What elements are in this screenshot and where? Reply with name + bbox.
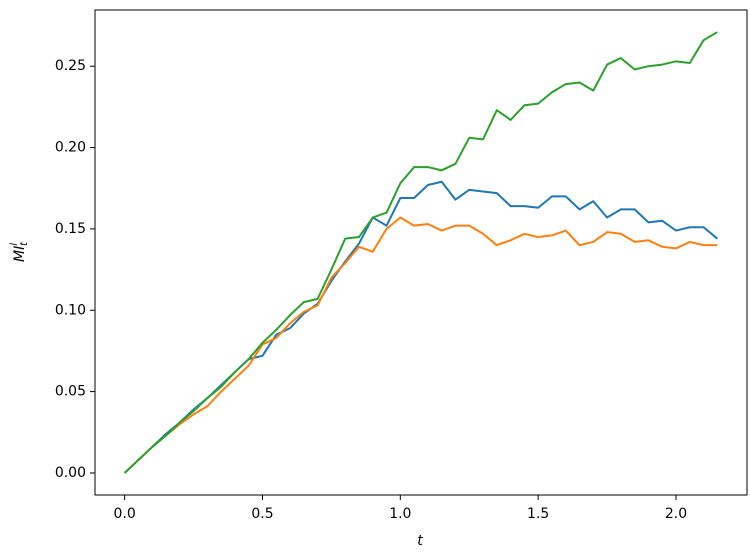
x-axis-label: t — [417, 533, 423, 549]
plot-frame — [94, 9, 748, 496]
x-tick-label: 0.0 — [114, 506, 136, 522]
y-tick-label: 0.00 — [55, 465, 86, 481]
x-tick-label: 1.5 — [527, 506, 549, 522]
y-tick-label: 0.05 — [55, 384, 86, 400]
y-tick-label: 0.15 — [55, 221, 86, 237]
y-tick-label: 0.10 — [55, 302, 86, 318]
y-tick-label: 0.20 — [55, 140, 86, 156]
y-axis-label-base: MI — [12, 246, 28, 262]
line-series — [123, 31, 718, 474]
x-tick-label: 0.5 — [251, 506, 273, 522]
x-tick-label: 1.0 — [389, 506, 411, 522]
x-tick-label: 2.0 — [665, 506, 687, 522]
y-axis-label-sub: t — [19, 241, 30, 246]
line-series — [123, 216, 718, 474]
y-axis-label: MIlt — [9, 241, 30, 262]
y-tick-label: 0.25 — [55, 58, 86, 74]
y-axis-label-sup: l — [9, 243, 20, 246]
